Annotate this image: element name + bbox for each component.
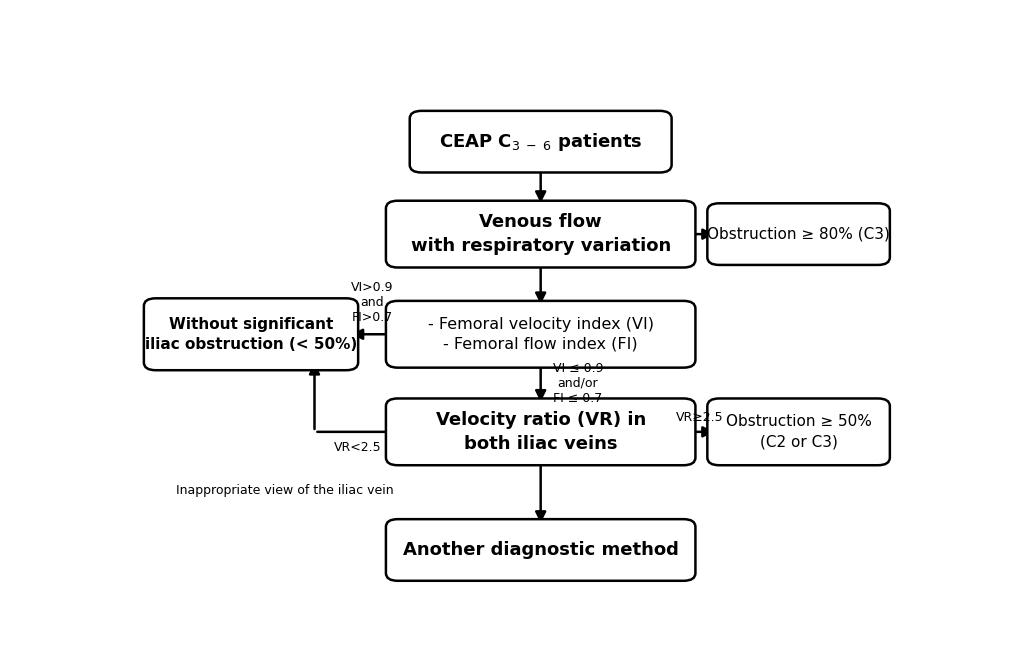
Text: Obstruction ≥ 80% (C3): Obstruction ≥ 80% (C3) (708, 227, 890, 241)
Text: Without significant
iliac obstruction (< 50%): Without significant iliac obstruction (<… (144, 317, 357, 352)
FancyBboxPatch shape (708, 203, 890, 265)
FancyBboxPatch shape (386, 519, 695, 581)
Text: Another diagnostic method: Another diagnostic method (402, 541, 679, 559)
Text: Obstruction ≥ 50%
(C2 or C3): Obstruction ≥ 50% (C2 or C3) (726, 414, 871, 450)
Text: VI ≤ 0.9
and/or
FI ≤ 0.7: VI ≤ 0.9 and/or FI ≤ 0.7 (553, 362, 603, 405)
FancyBboxPatch shape (708, 398, 890, 466)
FancyBboxPatch shape (386, 201, 695, 267)
Text: VR<2.5: VR<2.5 (334, 441, 382, 454)
Text: Inappropriate view of the iliac vein: Inappropriate view of the iliac vein (176, 484, 394, 498)
FancyBboxPatch shape (143, 298, 358, 370)
Text: CEAP C$_{3 - 6}$ patients: CEAP C$_{3 - 6}$ patients (439, 131, 642, 153)
Text: VI>0.9
and
FI>0.7: VI>0.9 and FI>0.7 (351, 281, 393, 324)
FancyBboxPatch shape (410, 111, 672, 173)
FancyBboxPatch shape (386, 398, 695, 466)
FancyBboxPatch shape (386, 301, 695, 368)
Text: - Femoral velocity index (VI)
- Femoral flow index (FI): - Femoral velocity index (VI) - Femoral … (428, 317, 653, 352)
Text: VR≥2.5: VR≥2.5 (676, 411, 723, 424)
Text: Venous flow
with respiratory variation: Venous flow with respiratory variation (411, 213, 671, 255)
Text: Velocity ratio (VR) in
both iliac veins: Velocity ratio (VR) in both iliac veins (435, 411, 646, 453)
